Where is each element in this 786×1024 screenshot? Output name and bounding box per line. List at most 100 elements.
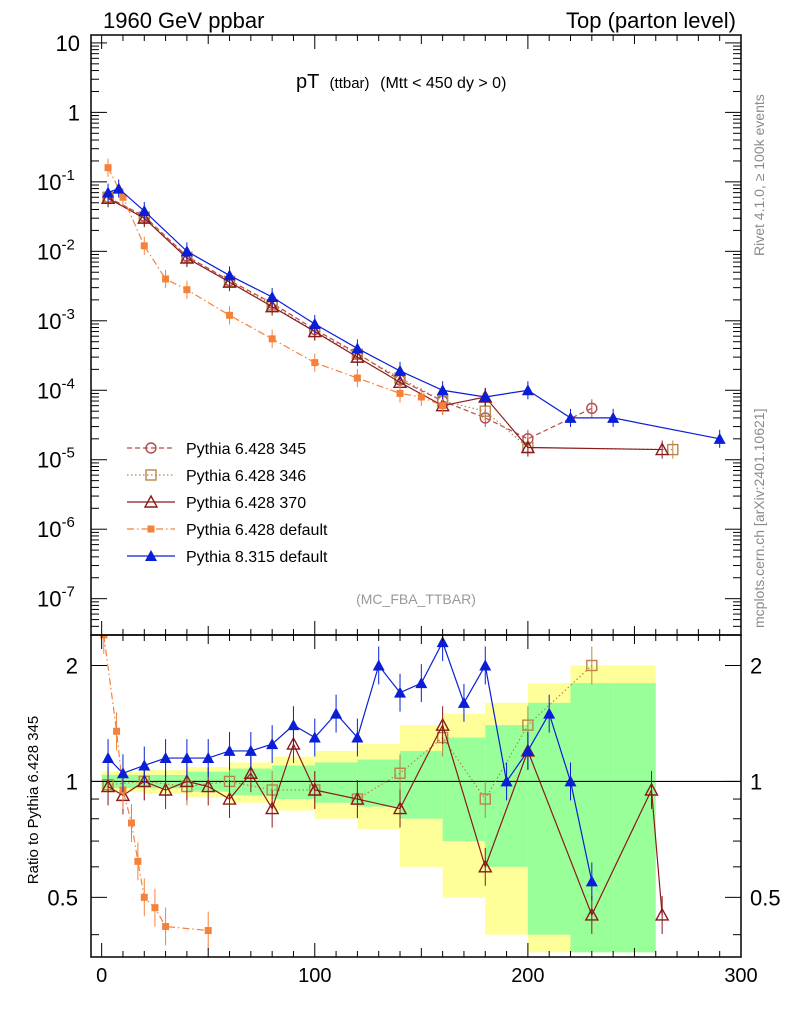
- data-point-pdef6: [140, 242, 148, 250]
- ratio-y-tick-label-right: 1: [750, 769, 762, 794]
- data-point-pdef8: [607, 411, 620, 423]
- ratio-y-tick-label-right: 0.5: [750, 885, 781, 910]
- data-point-pdef8: [308, 317, 321, 329]
- header-left: 1960 GeV ppbar: [103, 8, 264, 33]
- ratio-point-pdef8: [180, 752, 193, 764]
- ratio-point-p370: [392, 801, 408, 815]
- legend-label-p370: Pythia 6.428 370: [186, 495, 306, 512]
- legend-marker-p345: [145, 442, 157, 454]
- ratio-uncertainty-bands: [101, 665, 656, 953]
- data-point-p345: [586, 402, 598, 415]
- plot-title-main: pT: [296, 71, 319, 93]
- data-point-p346: [479, 405, 491, 417]
- x-tick-label: 300: [724, 965, 757, 987]
- data-point-pdef8: [180, 245, 193, 257]
- y-tick-label: 10-6: [37, 514, 75, 542]
- data-point-pdef6: [439, 402, 447, 410]
- ratio-point-pdef8: [138, 759, 151, 771]
- legend-marker-p370: [143, 494, 159, 508]
- ratio-point-pdef6: [140, 893, 148, 901]
- ratio-point-pdef8: [479, 659, 492, 671]
- ratio-point-pdef8: [585, 875, 598, 887]
- ratio-point-p370: [201, 779, 216, 793]
- ratio-point-p370: [222, 791, 237, 805]
- legend-marker-pdef6: [147, 525, 155, 533]
- ratio-point-pdef6: [127, 819, 135, 827]
- ratio-point-p370: [286, 736, 301, 750]
- data-point-p370: [654, 442, 670, 456]
- data-point-pdef8: [713, 432, 726, 444]
- band-green: [400, 750, 443, 819]
- ratio-point-pdef8: [244, 744, 257, 756]
- x-tick-label: 0: [96, 965, 107, 987]
- ratio-point-p370: [158, 782, 173, 796]
- ratio-point-p346: [394, 767, 406, 779]
- y-tick-label: 10-4: [37, 375, 75, 403]
- ratio-line-pdef8: [107, 640, 593, 882]
- band-green: [527, 702, 571, 935]
- legend-marker-p346: [145, 469, 157, 481]
- data-point-pdef8: [266, 291, 279, 303]
- ratio-point-p370: [350, 791, 365, 805]
- ratio-point-pdef8: [159, 752, 172, 764]
- main-frame: [90, 34, 742, 636]
- band-green: [272, 765, 315, 800]
- data-point-pdef6: [119, 193, 127, 201]
- ratio-point-pdef6: [162, 923, 170, 931]
- y-tick-label: 10-1: [37, 167, 75, 195]
- data-point-pdef8: [394, 364, 407, 376]
- ratio-point-pdef8: [543, 707, 556, 719]
- legend: Pythia 6.428 345 Pythia 6.428 346 Pythia 6…: [127, 441, 328, 566]
- plot-title: pT (ttbar) (Mtt < 450 dy > 0): [296, 71, 506, 93]
- data-point-p370: [350, 349, 365, 363]
- ratio-point-pdef8: [308, 731, 321, 743]
- y-tick-label: 10-7: [37, 584, 75, 612]
- ratio-point-pdef6: [151, 904, 159, 912]
- rivet-label: Rivet 4.1.0, ≥ 100k events: [751, 94, 767, 256]
- ratio-line-p346: [107, 665, 593, 801]
- legend-marker-pdef8: [145, 550, 157, 561]
- ratio-point-pdef8: [457, 696, 470, 708]
- data-point-pdef6: [417, 393, 425, 401]
- ratio-point-pdef6: [100, 635, 108, 639]
- ratio-point-p370: [179, 773, 195, 788]
- data-point-p370: [264, 299, 280, 313]
- ratio-point-pdef8: [521, 744, 534, 756]
- ratio-series-layer: [91, 635, 741, 950]
- data-point-pdef6: [104, 164, 112, 172]
- data-point-p370: [520, 440, 536, 454]
- ratio-point-pdef8: [330, 707, 343, 719]
- ratio-point-pdef8: [266, 738, 279, 750]
- band-green: [314, 762, 358, 803]
- ratio-point-pdef8: [351, 731, 364, 743]
- legend-label-p346: Pythia 6.428 346: [186, 468, 306, 485]
- data-point-pdef8: [564, 411, 577, 423]
- data-point-p370: [137, 210, 152, 224]
- ratio-point-pdef8: [500, 775, 513, 787]
- x-tick-label: 200: [511, 965, 544, 987]
- y-tick-label: 10-5: [37, 445, 75, 473]
- legend-label-pdef6: Pythia 6.428 default: [186, 522, 328, 539]
- ratio-point-p370: [100, 779, 116, 793]
- ratio-point-p370: [435, 717, 450, 731]
- ratio-point-pdef8: [372, 659, 385, 671]
- data-point-pdef8: [223, 269, 236, 281]
- data-point-pdef6: [268, 335, 276, 343]
- ratio-point-p370: [644, 782, 659, 796]
- header-right: Top (parton level): [566, 8, 736, 33]
- ratio-point-p370: [654, 907, 670, 921]
- ratio-point-pdef8: [116, 767, 129, 779]
- ratio-ylabel: Ratio to Pythia 6.428 345: [25, 716, 42, 884]
- data-point-p370: [100, 190, 116, 204]
- analysis-tag: (MC_FBA_TTBAR): [356, 591, 476, 607]
- band-green: [613, 683, 656, 953]
- ratio-line-pdef6: [103, 635, 209, 932]
- axes-layer: 0 100 200 300 10-7 10-6 10-5 10-4 10-3 10-2 10-1 1 1…: [37, 31, 781, 987]
- data-point-pdef6: [183, 286, 191, 294]
- ratio-y-tick-label: 1: [66, 769, 78, 794]
- ratio-point-pdef6: [134, 857, 142, 865]
- ratio-y-tick-label: 0.5: [47, 885, 78, 910]
- plot-title-cut: (Mtt < 450 dy > 0): [380, 75, 506, 92]
- ratio-y-tick-label: 2: [66, 653, 78, 678]
- main-series-layer: [100, 158, 726, 459]
